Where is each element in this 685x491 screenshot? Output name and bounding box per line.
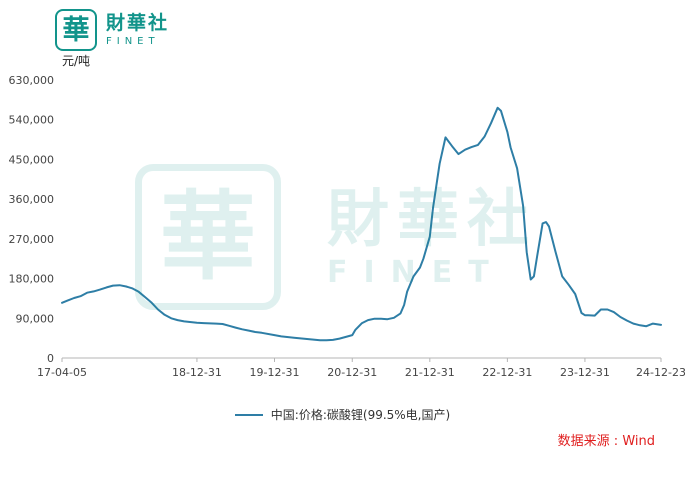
chart-area: 0 90,000 180,000 270,000 360,000 450,000 540,0…: [0, 66, 685, 398]
y-tick-label: 540,000: [9, 114, 55, 127]
brand-seal-char: 華: [62, 14, 90, 46]
brand-subname: FINET: [106, 35, 160, 47]
y-tick-label: 630,000: [9, 74, 55, 87]
x-tick-label: 23-12-31: [560, 366, 610, 379]
data-source-label: 数据来源 : Wind: [557, 434, 655, 449]
y-tick-label: 270,000: [9, 233, 55, 246]
price-line: [61, 106, 662, 342]
x-tick-label: 21-12-31: [405, 366, 455, 379]
x-tick-label: 19-12-31: [250, 366, 300, 379]
line-chart: 0 90,000 180,000 270,000 360,000 450,000 540,0…: [9, 74, 685, 379]
legend-line-swatch: [234, 413, 263, 416]
y-tick-label: 0: [47, 352, 54, 365]
x-tick-label: 22-12-31: [482, 366, 532, 379]
x-tick-label: 18-12-31: [172, 366, 222, 379]
y-tick-label: 90,000: [16, 312, 55, 325]
brand-header: 華 財華社 FINET: [55, 9, 169, 51]
legend-label: 中国:价格:碳酸锂(99.5%电,国产): [270, 408, 451, 422]
y-tick-label: 450,000: [9, 153, 55, 166]
y-tick-label: 180,000: [9, 273, 55, 286]
x-tick-label: 17-04-05: [37, 366, 87, 379]
brand-seal-icon: 華: [55, 9, 97, 51]
x-tick-label: 20-12-31: [327, 366, 377, 379]
brand-text: 財華社 FINET: [106, 13, 169, 47]
x-tick-label: 24-12-23: [636, 366, 685, 379]
legend: 中国:价格:碳酸锂(99.5%电,国产): [0, 406, 685, 423]
y-tick-label: 360,000: [9, 193, 55, 206]
y-axis-unit-label: 元/吨: [62, 54, 91, 68]
brand-name: 財華社: [106, 12, 170, 35]
